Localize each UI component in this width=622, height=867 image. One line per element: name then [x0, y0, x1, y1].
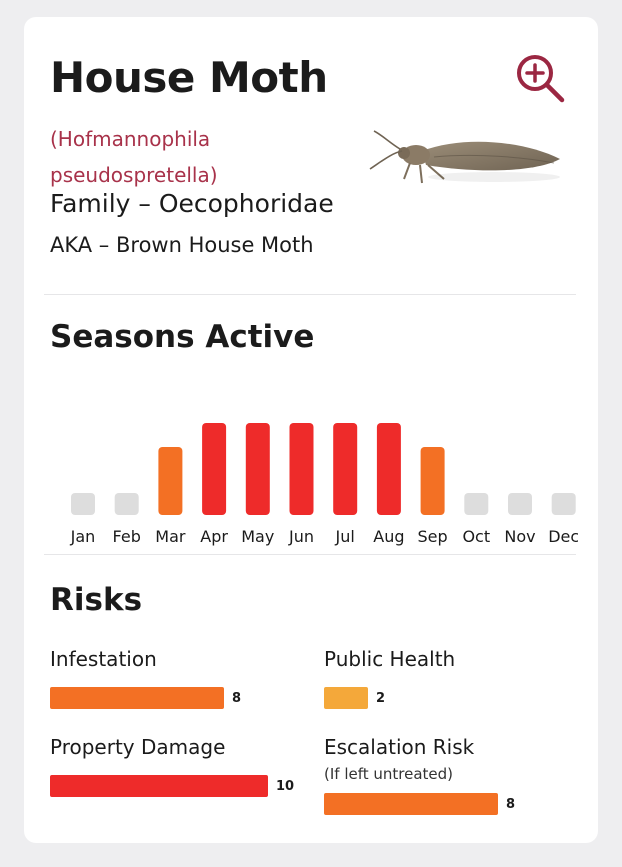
season-label-sep: Sep	[418, 527, 448, 546]
season-label-feb: Feb	[113, 527, 141, 546]
zoom-in-icon[interactable]	[513, 51, 567, 105]
risk-escalation-note: (If left untreated)	[324, 765, 454, 783]
pest-family: Family – Oecophoridae	[50, 189, 334, 218]
risk-public-health-label: Public Health	[324, 647, 456, 671]
season-label-jul: Jul	[335, 527, 355, 546]
risks-title: Risks	[50, 582, 143, 618]
scientific-name: (Hofmannophila pseudospretella)	[50, 127, 218, 187]
pest-aka: AKA – Brown House Moth	[50, 233, 314, 257]
risk-property-damage-bar	[50, 775, 268, 797]
season-label-mar: Mar	[155, 527, 186, 546]
risk-escalation-label: Escalation Risk	[324, 735, 475, 759]
season-label-may: May	[241, 527, 274, 546]
season-bar-aug	[376, 423, 401, 515]
risk-property-damage-label: Property Damage	[50, 735, 226, 759]
risk-public-health-value: 2	[376, 691, 386, 706]
risk-infestation-value: 8	[232, 691, 242, 706]
season-bar-may	[245, 423, 270, 515]
season-label-jun: Jun	[288, 527, 314, 546]
risk-infestation-bar	[50, 687, 224, 709]
divider	[44, 294, 576, 295]
risk-property-damage-value: 10	[276, 779, 295, 794]
season-bar-oct	[464, 493, 489, 515]
season-bar-jun	[289, 423, 314, 515]
season-bar-sep	[420, 447, 445, 515]
risk-escalation-bar	[324, 793, 498, 815]
season-bar-mar	[158, 447, 183, 515]
season-bar-dec	[551, 493, 576, 515]
season-label-nov: Nov	[504, 527, 535, 546]
moth-image	[369, 130, 560, 184]
season-label-aug: Aug	[373, 527, 404, 546]
pest-card: House Moth (Hofmannophila pseudospretell…	[24, 17, 598, 843]
season-bar-jan	[71, 493, 95, 515]
season-label-dec: Dec	[548, 527, 578, 546]
risk-escalation-value: 8	[506, 797, 516, 812]
season-bar-apr	[202, 423, 227, 515]
season-bar-nov	[508, 493, 532, 515]
seasons-chart: Jan Feb Mar Apr May Jun Jul Aug Sep Oct Nov Dec	[70, 423, 578, 546]
risk-infestation-label: Infestation	[50, 647, 157, 671]
pest-name: House Moth	[50, 53, 328, 102]
season-label-apr: Apr	[200, 527, 228, 546]
season-bar-jul	[333, 423, 358, 515]
risk-public-health-bar	[324, 687, 368, 709]
season-label-jan: Jan	[70, 527, 96, 546]
seasons-title: Seasons Active	[50, 319, 315, 355]
season-label-oct: Oct	[462, 527, 490, 546]
season-bar-feb	[114, 493, 139, 515]
divider	[44, 554, 576, 555]
